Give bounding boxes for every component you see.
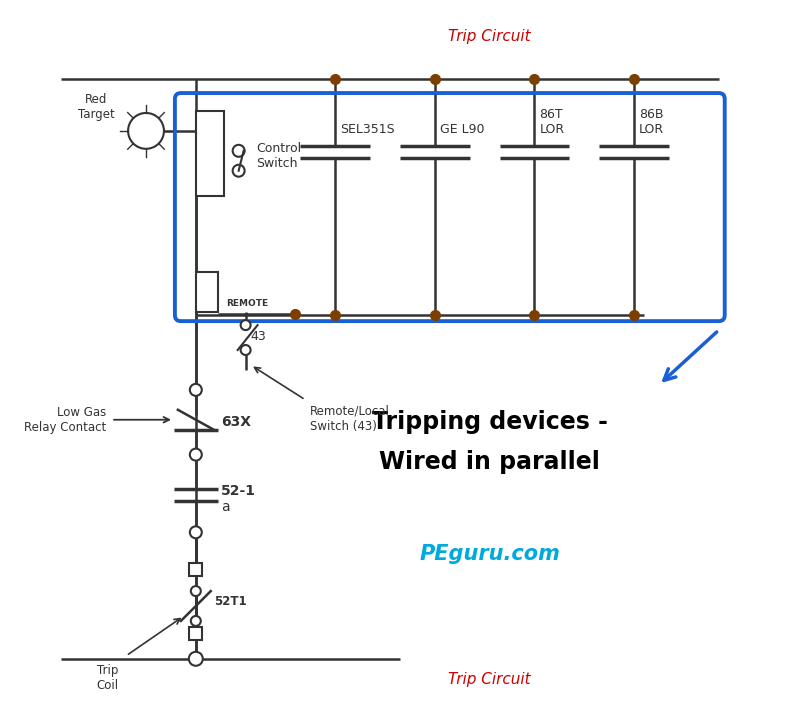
Bar bbox=[189, 563, 202, 576]
Text: 86B
LOR: 86B LOR bbox=[639, 108, 664, 136]
Text: 52T1: 52T1 bbox=[214, 595, 246, 607]
Circle shape bbox=[190, 526, 202, 538]
Text: 52-1: 52-1 bbox=[221, 484, 256, 498]
Text: Red
Target: Red Target bbox=[78, 93, 114, 121]
Circle shape bbox=[190, 449, 202, 461]
Circle shape bbox=[191, 616, 200, 626]
Text: Wired in parallel: Wired in parallel bbox=[379, 450, 600, 474]
Text: 43: 43 bbox=[250, 330, 266, 343]
Text: Remote/Local
Switch (43): Remote/Local Switch (43) bbox=[311, 405, 390, 433]
Text: 86T
LOR: 86T LOR bbox=[539, 108, 564, 136]
Text: CLOSE: CLOSE bbox=[217, 142, 223, 164]
Bar bbox=[189, 627, 202, 640]
Text: Trip
Coil: Trip Coil bbox=[96, 664, 118, 692]
Text: a: a bbox=[221, 501, 229, 515]
Circle shape bbox=[233, 165, 245, 177]
Text: TRIP: TRIP bbox=[208, 146, 215, 161]
Text: REMOTE: REMOTE bbox=[225, 299, 268, 308]
Text: Trip Circuit: Trip Circuit bbox=[448, 672, 531, 687]
Text: R: R bbox=[142, 126, 150, 136]
Text: NORMAL: NORMAL bbox=[200, 138, 207, 169]
Text: Tripping devices -: Tripping devices - bbox=[372, 410, 608, 434]
Text: Low Gas
Relay Contact: Low Gas Relay Contact bbox=[24, 406, 106, 434]
Text: Trip Circuit: Trip Circuit bbox=[448, 29, 531, 45]
Circle shape bbox=[241, 345, 250, 355]
Circle shape bbox=[189, 652, 203, 666]
Circle shape bbox=[233, 145, 245, 156]
Text: SEL351S: SEL351S bbox=[341, 123, 395, 136]
Text: GE L90: GE L90 bbox=[440, 123, 485, 136]
Circle shape bbox=[128, 113, 164, 149]
Text: PEguru.com: PEguru.com bbox=[419, 544, 560, 564]
Text: Control
Switch: Control Switch bbox=[257, 142, 302, 170]
Bar bbox=[196, 111, 224, 195]
Circle shape bbox=[190, 384, 202, 396]
Bar bbox=[196, 273, 217, 312]
Circle shape bbox=[241, 320, 250, 330]
Text: 63X: 63X bbox=[221, 415, 250, 429]
Circle shape bbox=[191, 586, 200, 596]
Text: LOCAL: LOCAL bbox=[204, 281, 210, 304]
